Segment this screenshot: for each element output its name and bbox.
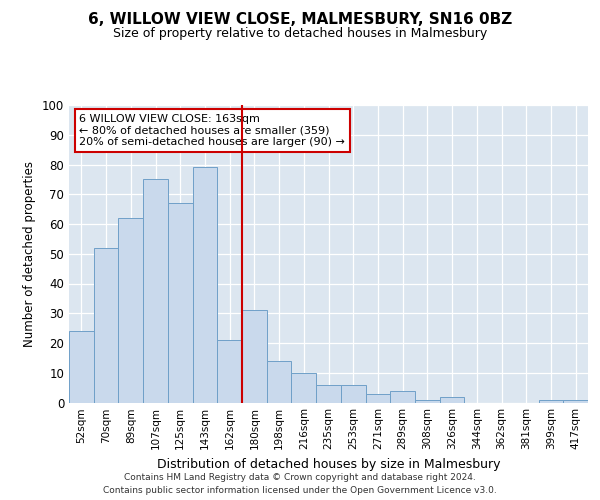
Bar: [143, 180, 168, 402]
Y-axis label: Number of detached properties: Number of detached properties: [23, 161, 37, 347]
Text: 6, WILLOW VIEW CLOSE, MALMESBURY, SN16 0BZ: 6, WILLOW VIEW CLOSE, MALMESBURY, SN16 0…: [88, 12, 512, 28]
X-axis label: Distribution of detached houses by size in Malmesbury: Distribution of detached houses by size …: [157, 458, 500, 471]
Text: 6 WILLOW VIEW CLOSE: 163sqm
← 80% of detached houses are smaller (359)
20% of se: 6 WILLOW VIEW CLOSE: 163sqm ← 80% of det…: [79, 114, 345, 147]
Bar: [69, 331, 94, 402]
Text: Contains HM Land Registry data © Crown copyright and database right 2024.: Contains HM Land Registry data © Crown c…: [124, 472, 476, 482]
Bar: [365, 394, 390, 402]
Bar: [267, 361, 292, 403]
Text: Contains public sector information licensed under the Open Government Licence v3: Contains public sector information licen…: [103, 486, 497, 495]
Bar: [193, 168, 217, 402]
Bar: [316, 384, 341, 402]
Bar: [390, 390, 415, 402]
Bar: [118, 218, 143, 402]
Bar: [341, 384, 365, 402]
Bar: [563, 400, 588, 402]
Bar: [94, 248, 118, 402]
Bar: [539, 400, 563, 402]
Bar: [217, 340, 242, 402]
Bar: [292, 373, 316, 402]
Bar: [242, 310, 267, 402]
Bar: [440, 396, 464, 402]
Bar: [168, 203, 193, 402]
Bar: [415, 400, 440, 402]
Text: Size of property relative to detached houses in Malmesbury: Size of property relative to detached ho…: [113, 28, 487, 40]
